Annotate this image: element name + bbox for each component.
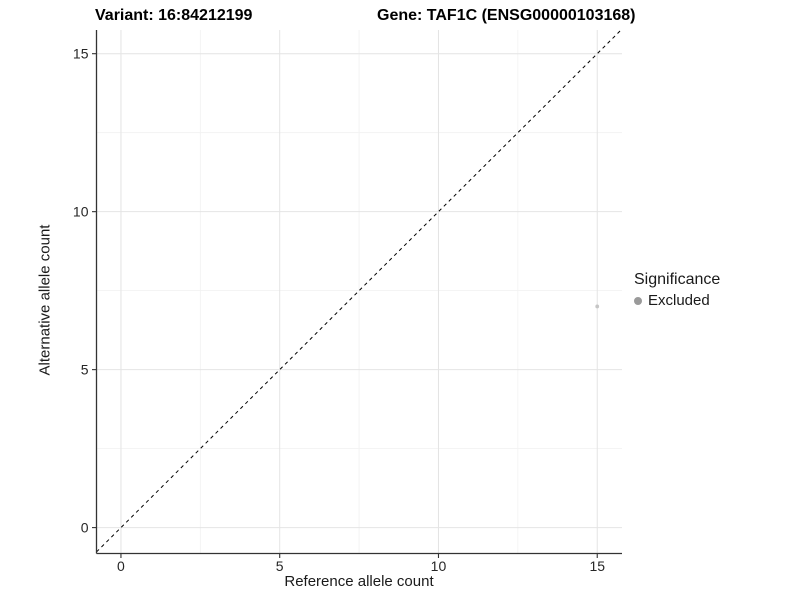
y-tick-label: 15: [73, 46, 89, 62]
x-tick-label: 10: [431, 558, 447, 574]
plot-title-gene: Gene: TAF1C (ENSG00000103168): [377, 7, 636, 24]
plot-title-variant: Variant: 16:84212199: [95, 7, 253, 24]
y-axis-label: Alternative allele count: [36, 224, 54, 376]
x-tick-label: 5: [276, 558, 284, 574]
x-axis-label: Reference allele count: [284, 573, 434, 590]
y-tick-label: 10: [73, 204, 89, 220]
legend-significance: Significance Excluded: [634, 271, 720, 309]
legend-title: Significance: [634, 271, 721, 288]
legend-entry-label: Excluded: [648, 292, 710, 309]
legend-dot-excluded-icon: [634, 296, 642, 305]
data-point: [595, 304, 600, 309]
y-tick-label: 5: [81, 362, 89, 378]
identity-dashed-line: [96, 29, 622, 553]
x-tick-label: 15: [589, 558, 605, 574]
y-tick-label: 0: [81, 520, 89, 536]
x-tick-label: 0: [117, 558, 125, 574]
legend-entry-excluded: Excluded: [634, 292, 720, 309]
